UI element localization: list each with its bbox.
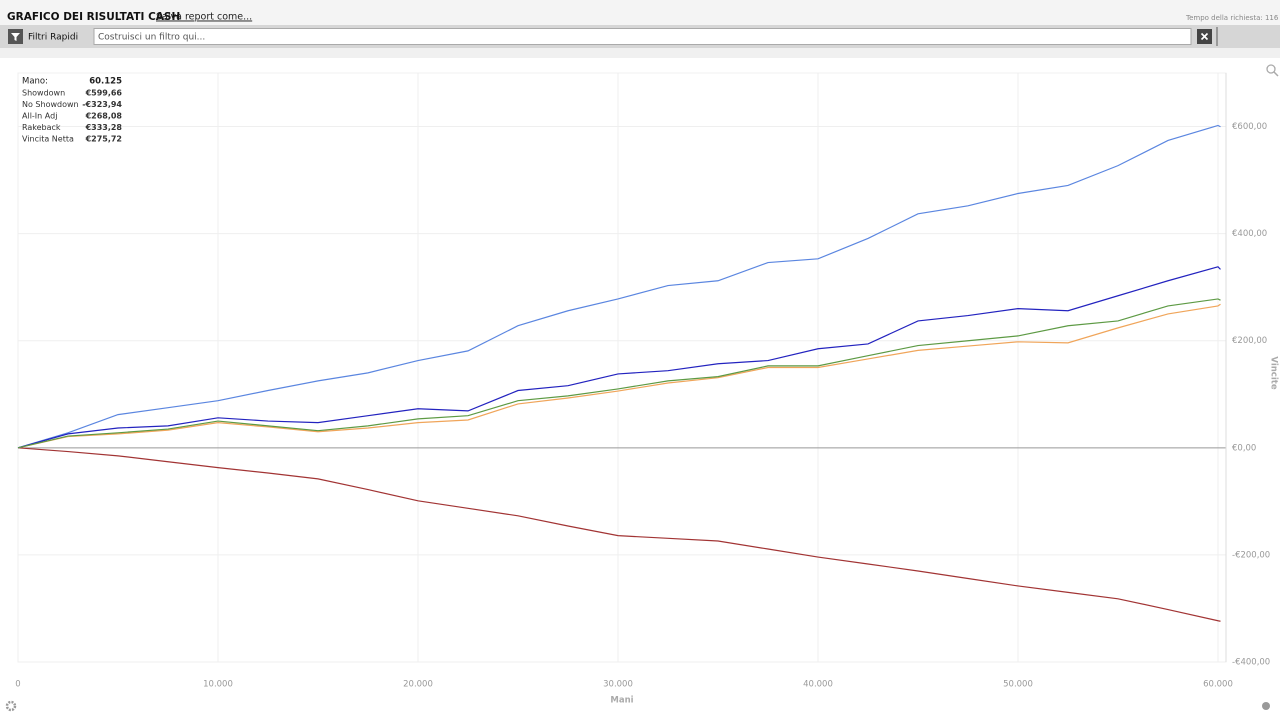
- y-tick-label: €400,00: [1232, 229, 1267, 239]
- readout-series-name: Vincita Netta: [22, 135, 74, 144]
- readout-series-value: €599,66: [85, 89, 123, 98]
- y-axis-label: Vincite: [1269, 356, 1279, 389]
- plot-area: [17, 72, 1227, 663]
- filter-label: Filtri Rapidi: [28, 33, 78, 43]
- y-tick-label: -€200,00: [1232, 550, 1270, 560]
- plot: 0 10.000 20.000 30.000 40.000 50.000 60.000 -€4…: [15, 72, 1279, 706]
- zoom-handle: [1273, 71, 1279, 77]
- clear-x: [1200, 32, 1209, 41]
- y-tick-label: €600,00: [1232, 122, 1267, 132]
- series-line: [17, 298, 1221, 449]
- y-tick-label: €0,00: [1232, 443, 1256, 453]
- x-tick-label: 60.000: [1203, 680, 1233, 690]
- readout-series-name: No Showdown: [22, 100, 79, 109]
- series-line: [17, 124, 1221, 449]
- readout-series-name: Showdown: [22, 89, 65, 98]
- settings-icon[interactable]: [5, 700, 17, 712]
- readout-series-name: Rakeback: [22, 123, 61, 132]
- x-tick-label: 30.000: [603, 680, 633, 690]
- readout-series-value: €333,28: [85, 123, 123, 132]
- y-tick-label: -€400,00: [1232, 658, 1270, 668]
- save-link[interactable]: Salva report come...: [156, 12, 252, 23]
- series-line: [17, 303, 1221, 449]
- y-tick-label: €200,00: [1232, 336, 1267, 346]
- x-tick-label: 50.000: [1003, 680, 1033, 690]
- timing: Tempo della richiesta: 116 m: [1185, 14, 1280, 22]
- funnel: [11, 33, 20, 41]
- readout-series-value: €268,08: [85, 112, 123, 121]
- series-line: [17, 266, 1221, 449]
- x-tick-label: 10.000: [203, 680, 233, 690]
- divider: [1216, 27, 1218, 46]
- filter-placeholder: Costruisci un filtro qui...: [98, 33, 205, 43]
- title-bar: [0, 0, 1280, 25]
- report-title: GRAFICO DEI RISULTATI CASH: [7, 11, 180, 23]
- filter-input[interactable]: [93, 28, 1192, 45]
- series-line: [17, 447, 1221, 622]
- spacer: [0, 48, 1280, 58]
- x-axis-label: Mani: [610, 696, 633, 706]
- readout-series-value: -€323,94: [82, 100, 122, 109]
- readout-label: Mano:: [22, 77, 48, 87]
- x-tick-label: 0: [15, 680, 20, 690]
- readout-series-value: €275,72: [85, 135, 122, 144]
- x-tick-label: 20.000: [403, 680, 433, 690]
- readout-series-name: All-In Adj: [22, 112, 57, 121]
- readout-value: 60.125: [89, 77, 122, 87]
- info-icon[interactable]: [1262, 702, 1270, 710]
- x-tick-label: 40.000: [803, 680, 833, 690]
- zoom-icon[interactable]: [1266, 64, 1276, 74]
